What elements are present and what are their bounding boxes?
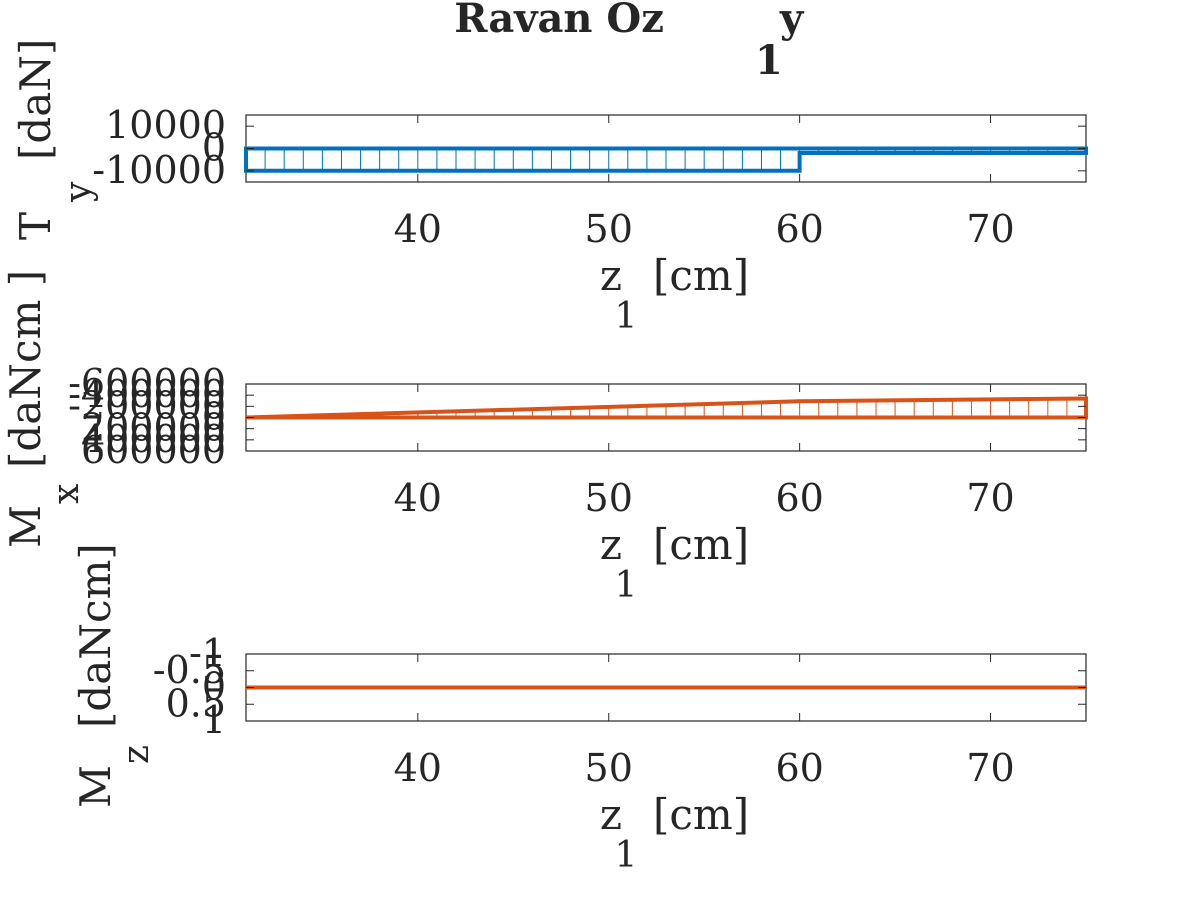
y-tick-label: 1 [202, 698, 226, 742]
y-tick-label: 200000 [81, 406, 226, 450]
xlabel-sub: 1 [615, 565, 638, 606]
ylabel: M z [daNcm] [71, 543, 157, 808]
x-tick-label: 40 [394, 746, 442, 790]
x-tick-label: 50 [585, 746, 633, 790]
ylabel-main: M [1, 505, 50, 548]
title-sub-1: 1 [755, 37, 783, 84]
shear-force-marks [244, 146, 1088, 173]
x-tick-label: 60 [775, 746, 823, 790]
x-tick-label: 70 [966, 476, 1014, 520]
ylabel: M x [daNcm ] [1, 270, 87, 548]
xlabel-unit: [cm] [653, 790, 749, 839]
xlabel-unit: [cm] [653, 520, 749, 569]
x-tick-label: 50 [585, 476, 633, 520]
ylabel-sub: x [46, 484, 87, 504]
y-tick-label: -200000 [68, 383, 226, 427]
ylabel-sub: z [116, 745, 157, 764]
x-tick-label: 40 [394, 476, 442, 520]
y-tick-label: 0.5 [166, 681, 226, 725]
xlabel-main: z [600, 251, 622, 300]
y-tick-label: 0 [202, 665, 226, 709]
y-tick-label: -400000 [68, 372, 226, 416]
x-tick-label: 70 [966, 207, 1014, 251]
ylabel-unit: [daNcm] [71, 543, 120, 728]
y-tick-label: 0 [202, 126, 226, 170]
y-ticks: -1-0.500.51 [153, 631, 1086, 742]
xlabel-sub: 1 [615, 835, 638, 876]
x-ticks: 40 50 60 70 [394, 384, 1015, 520]
ylabel-unit: [daNcm ] [1, 270, 50, 468]
ylabel-main: M [71, 765, 120, 808]
xlabel-main: z [600, 790, 622, 839]
x-tick-label: 50 [585, 207, 633, 251]
figure-title: Ravan Oz y 1 [454, 0, 805, 84]
title-sub-y: y [779, 0, 805, 42]
x-tick-label: 60 [775, 207, 823, 251]
x-tick-label: 60 [775, 476, 823, 520]
y-tick-label: -1 [189, 631, 226, 675]
xlabel-unit: [cm] [653, 251, 749, 300]
bending-moment-z-panel: 40 50 60 70 -1-0.500.51 z 1 [cm] M z [daNcm… [71, 543, 1087, 876]
y-tick-label: -0.5 [153, 648, 226, 692]
y-tick-label: 10000 [105, 103, 226, 147]
xlabel-sub: 1 [615, 296, 638, 337]
title-main: Ravan Oz [454, 0, 664, 42]
y-tick-label: 600000 [81, 428, 226, 472]
x-tick-label: 40 [394, 207, 442, 251]
ylabel-unit: [daN] [11, 39, 60, 160]
y-tick-label: 0 [202, 395, 226, 439]
bending-moment-x-panel: 40 50 60 70 -600000-400000-2000000200000400… [1, 270, 1088, 606]
bending-moment-x-outline [245, 396, 1088, 420]
ylabel: T y [daN] [11, 39, 99, 240]
y-tick-label: -10000 [92, 148, 226, 192]
x-tick-label: 70 [966, 746, 1014, 790]
x-ticks: 40 50 60 70 [394, 115, 1015, 251]
ylabel-main: T [11, 212, 60, 240]
xlabel-main: z [600, 520, 622, 569]
y-tick-label: 400000 [81, 417, 226, 461]
bending-moment-x-marks [245, 396, 1088, 420]
ylabel-sub: y [58, 181, 99, 203]
x-ticks: 40 50 60 70 [394, 654, 1015, 790]
y-tick-label: -600000 [68, 361, 226, 405]
